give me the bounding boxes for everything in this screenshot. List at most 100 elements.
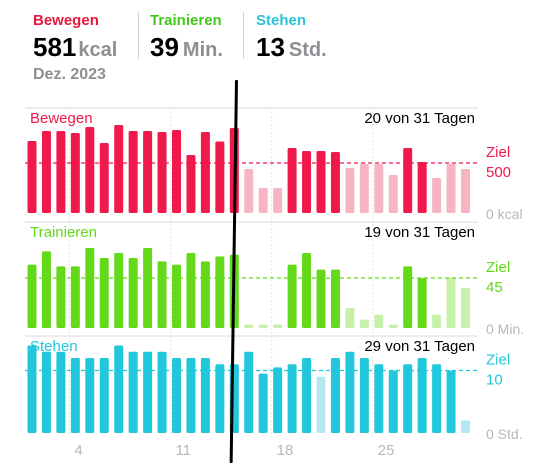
bewegen-bar [302, 151, 312, 213]
stehen-summary-text: 29 von 31 Tagen [364, 338, 475, 355]
stehen-bar [41, 351, 51, 433]
trainieren-bar [461, 288, 470, 328]
trainieren-bar [70, 266, 80, 328]
stehen-bar [114, 345, 124, 433]
bewegen-bar [143, 131, 153, 213]
bewegen-bar [244, 169, 254, 213]
trainieren-bar [41, 251, 51, 328]
summary-exercise-value-row: 39 Min. [150, 33, 223, 66]
stehen-bar [143, 351, 153, 433]
summary-divider [138, 12, 139, 59]
summary-move-value: 581 [33, 32, 77, 62]
x-tick-label: 4 [74, 442, 82, 459]
stehen-bar [27, 345, 37, 433]
bewegen-bar [70, 133, 80, 213]
trainieren-bar [99, 258, 109, 328]
stehen-bar [287, 364, 297, 433]
stehen-goal-value: 10 [486, 372, 503, 389]
trainieren-bar [215, 256, 225, 328]
trainieren-bar [244, 324, 254, 328]
stehen-bar [446, 370, 456, 433]
bewegen-bar [287, 148, 297, 213]
bewegen-bar [316, 151, 326, 213]
trainieren-bar [172, 264, 181, 328]
summary-move[interactable]: Bewegen 581 kcal [33, 12, 117, 66]
stehen-bar [316, 376, 326, 433]
trainieren-bar [403, 266, 413, 328]
stehen-bar [330, 358, 340, 433]
stehen-bar [70, 358, 80, 433]
bewegen-bar [56, 131, 66, 213]
trainieren-bar [446, 278, 456, 328]
trainieren-bar [157, 261, 167, 328]
trainieren-bar [417, 278, 427, 328]
bewegen-axis-min-label: 0 kcal [486, 206, 523, 222]
stehen-goal-word: Ziel [486, 352, 510, 369]
trainieren-bar [143, 248, 153, 328]
bewegen-bar [258, 188, 268, 213]
bewegen-bar [403, 148, 413, 213]
trainieren-goal-value: 45 [486, 279, 503, 296]
trainieren-bar [316, 269, 326, 328]
summary-divider [243, 12, 244, 59]
bewegen-bar [186, 155, 196, 213]
bewegen-bar [27, 141, 37, 213]
summary-stand[interactable]: Stehen 13 Std. [256, 12, 327, 66]
x-tick-label: 18 [277, 442, 294, 459]
stehen-bar [403, 364, 413, 433]
stehen-bar [302, 358, 312, 433]
trainieren-bar [128, 258, 138, 328]
bewegen-bar [114, 125, 124, 213]
summary-stand-value: 13 [256, 32, 285, 62]
bewegen-bar [330, 152, 340, 213]
summary-stand-value-row: 13 Std. [256, 33, 327, 66]
trainieren-goal-word: Ziel [486, 259, 510, 276]
trainieren-bar [345, 308, 355, 328]
bewegen-bar [359, 164, 369, 213]
trainieren-bar [330, 269, 340, 328]
trainieren-bar [27, 264, 37, 328]
stehen-bar [359, 358, 369, 433]
x-tick-label: 25 [378, 442, 395, 459]
stehen-series-label: Stehen [30, 338, 78, 355]
trainieren-bar [287, 264, 297, 328]
bewegen-bar [215, 141, 225, 213]
bewegen-bar [345, 168, 355, 213]
bewegen-bar [128, 131, 138, 213]
bewegen-bar [388, 175, 398, 213]
stehen-bar [157, 351, 167, 433]
bewegen-series-label: Bewegen [30, 110, 93, 127]
stehen-bar [99, 358, 109, 433]
trainieren-bar [258, 324, 268, 328]
summary-exercise-unit: Min. [182, 39, 223, 61]
bewegen-bar [432, 178, 442, 213]
bewegen-bar [200, 132, 210, 213]
bewegen-bar [461, 169, 470, 213]
trainieren-bar [56, 266, 66, 328]
trainieren-bar [200, 261, 210, 328]
bewegen-bar [85, 127, 95, 213]
summary-exercise[interactable]: Trainieren 39 Min. [150, 12, 223, 66]
stehen-bar [244, 351, 254, 433]
trainieren-series-label: Trainieren [30, 224, 97, 241]
summary-move-label: Bewegen [33, 12, 99, 29]
stehen-bar [56, 351, 66, 433]
trainieren-bar [186, 253, 196, 328]
trainieren-bar [359, 319, 369, 328]
stehen-bar [215, 364, 225, 433]
summary-move-unit: kcal [78, 39, 118, 61]
trainieren-bar [302, 253, 312, 328]
stehen-bar [374, 364, 384, 433]
bewegen-bar [417, 162, 427, 213]
trainieren-axis-min-label: 0 Min. [486, 321, 524, 337]
bewegen-goal-value: 500 [486, 164, 511, 181]
stehen-bar [461, 420, 470, 433]
summary-move-value-row: 581 kcal [33, 33, 117, 66]
summary-exercise-label: Trainieren [150, 12, 222, 29]
bewegen-summary-text: 20 von 31 Tagen [364, 110, 475, 127]
bewegen-bar [273, 188, 283, 213]
trainieren-summary-text: 19 von 31 Tagen [364, 224, 475, 241]
summary-exercise-value: 39 [150, 32, 179, 62]
summary-stand-label: Stehen [256, 12, 307, 29]
